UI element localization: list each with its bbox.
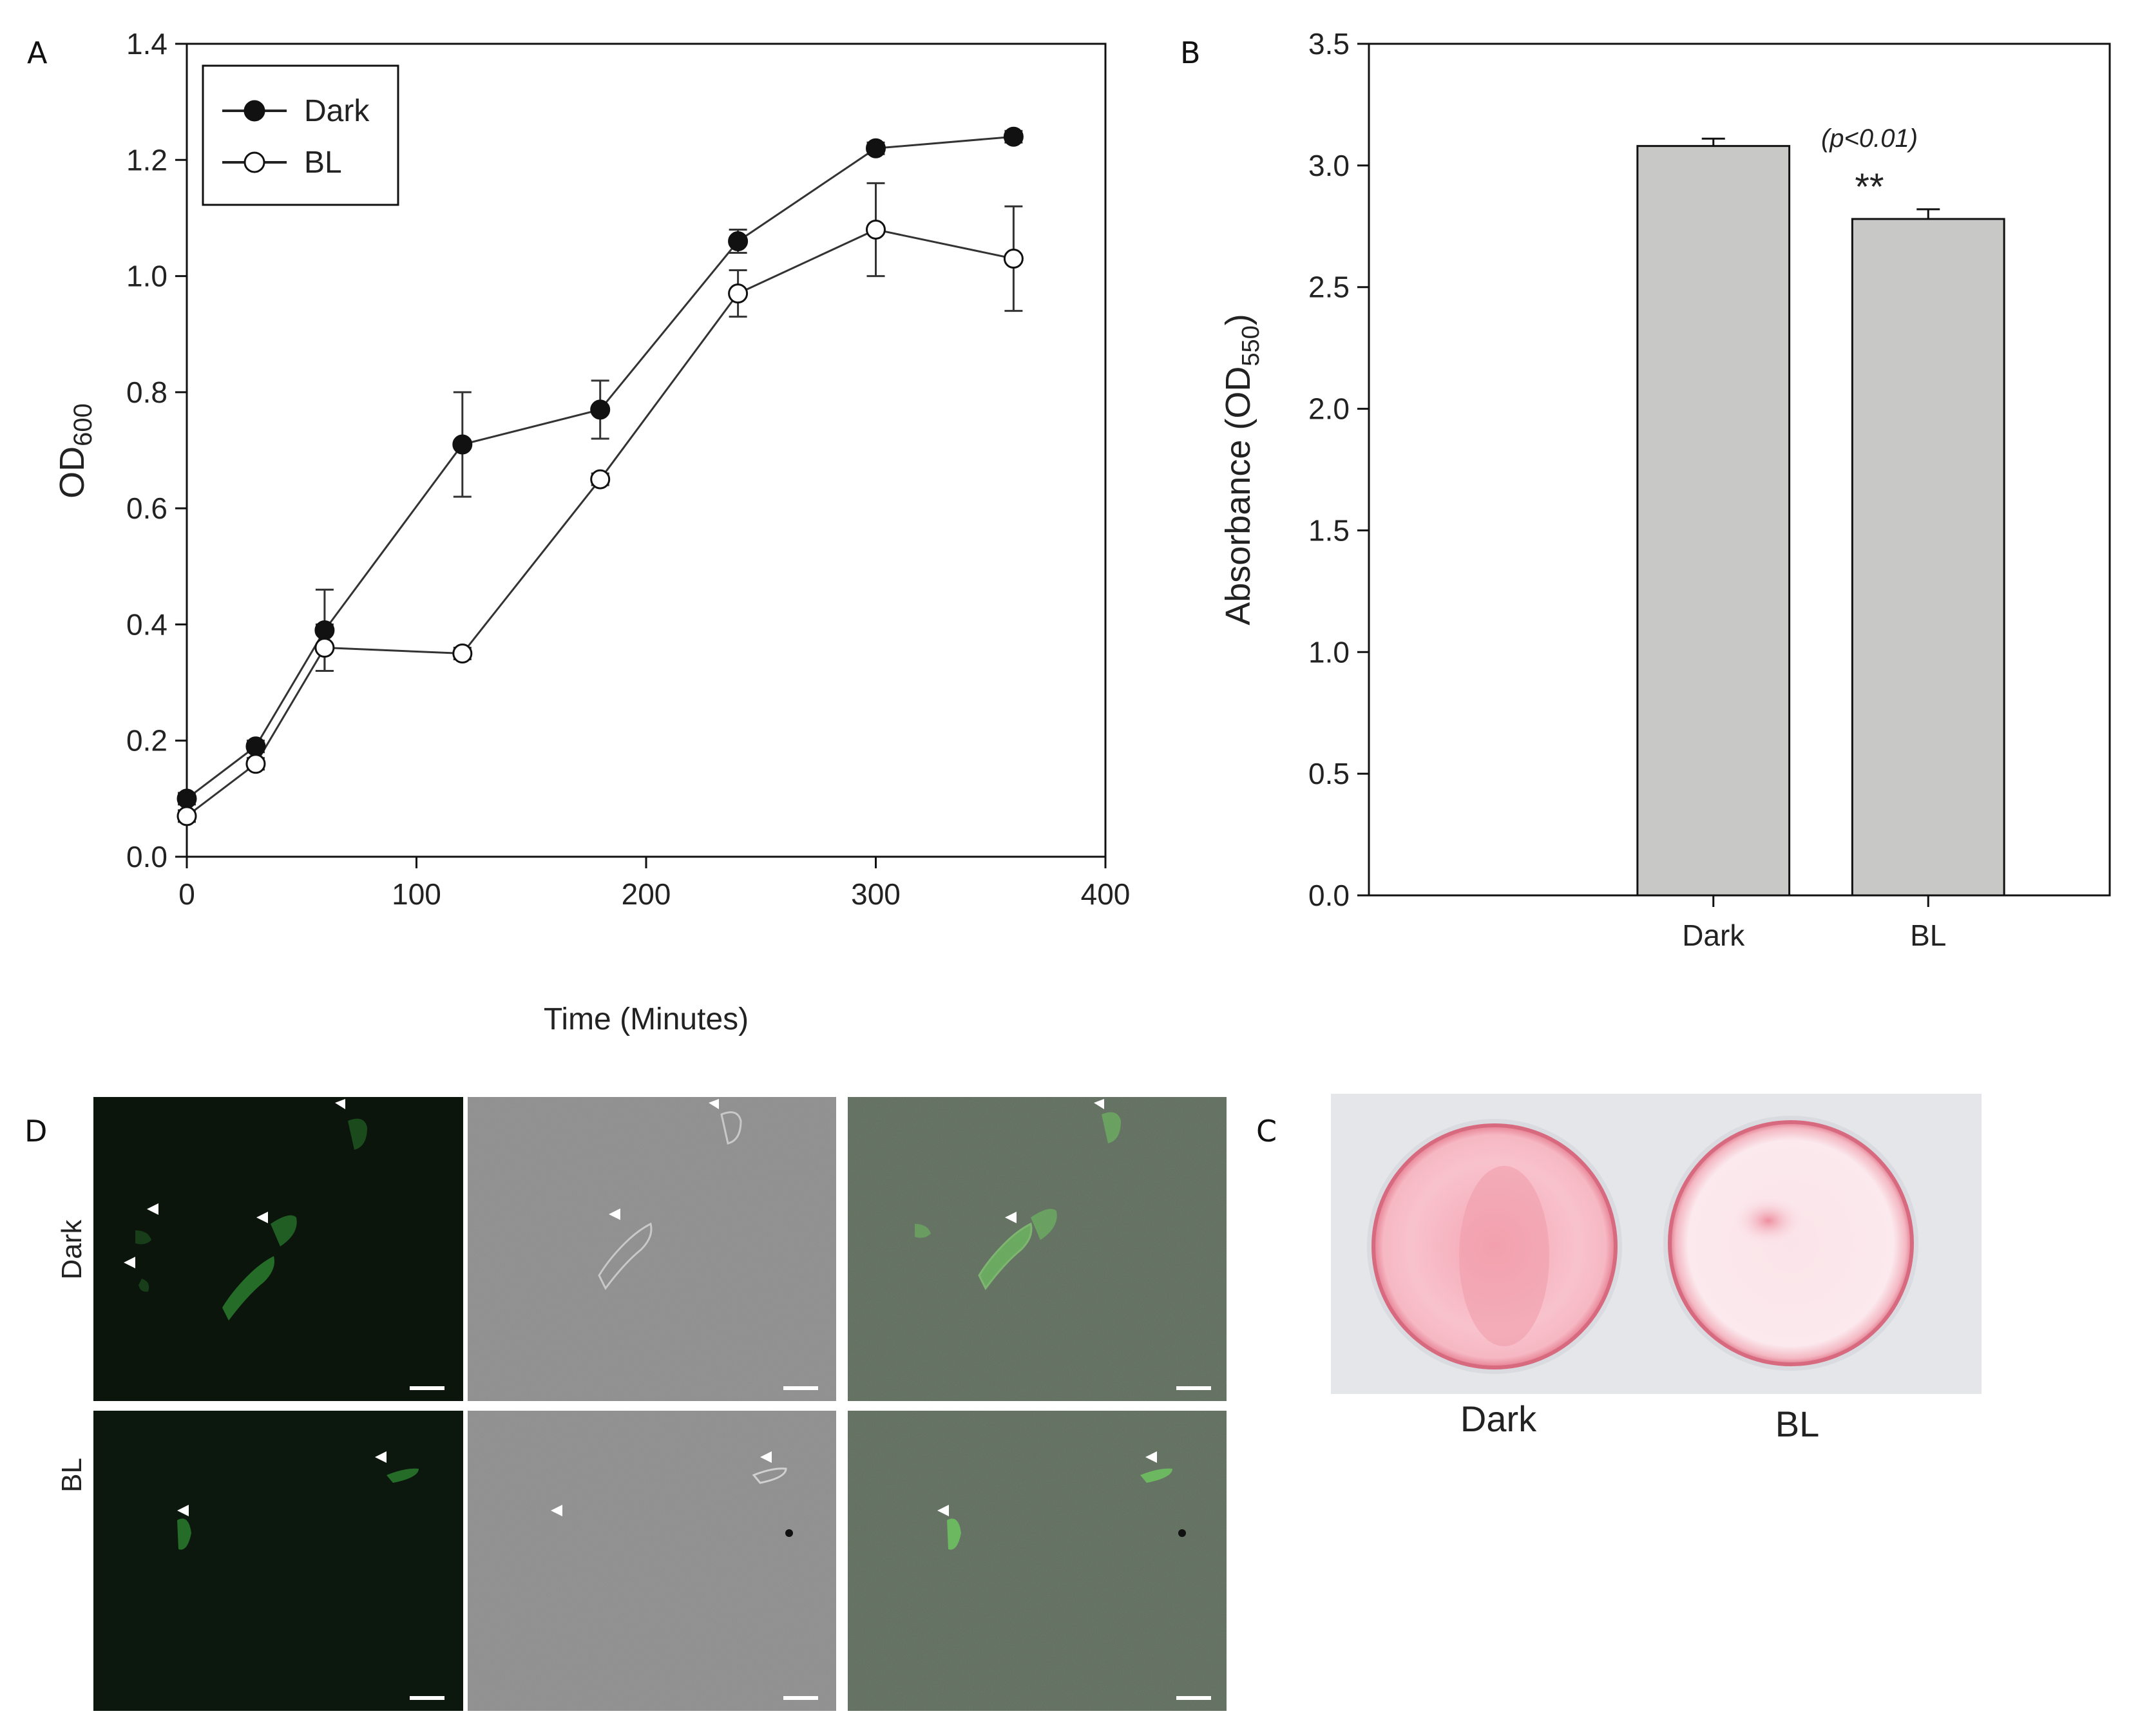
bar-bl: [1851, 218, 2005, 897]
row-label-dark: Dark: [56, 1219, 88, 1280]
point-dark: [728, 231, 749, 251]
point-dark: [1003, 126, 1024, 147]
point-bl: [590, 469, 611, 490]
point-bl: [245, 754, 266, 774]
point-dark: [314, 620, 335, 640]
micrograph-bl-dic: [468, 1411, 836, 1711]
x-tick-label-a: 100: [392, 877, 441, 911]
y-tick-label-a: 0.0: [126, 840, 167, 873]
y-tick-label-a: 1.4: [126, 27, 167, 61]
y-tick-label-b: 1.0: [1308, 635, 1350, 669]
point-dark: [452, 434, 473, 455]
micrograph-dark-fluorescence: [93, 1097, 463, 1401]
point-bl: [177, 806, 197, 826]
y-tick-label-b: 0.5: [1308, 757, 1350, 790]
point-dark: [177, 788, 197, 809]
series-line-dark: [186, 135, 1014, 800]
dish-label-bl: BL: [1775, 1404, 1820, 1444]
bar-dark: [1636, 145, 1791, 897]
x-tick-label-a: 400: [1081, 877, 1131, 911]
x-tick-label-a: 300: [851, 877, 901, 911]
x-tick-label-dark: Dark: [1682, 919, 1745, 952]
significance-stars: **: [1855, 166, 1884, 208]
x-axis-label-a: Time (Minutes): [544, 1002, 749, 1036]
petri-dish-bl: [1663, 1116, 1918, 1371]
y-tick-label-b: 0.0: [1308, 879, 1350, 912]
y-tick-label-a: 1.2: [126, 143, 167, 176]
legend-label-bl: BL: [304, 146, 342, 180]
micrograph-dark-dic: [468, 1097, 836, 1401]
panel-a-line-chart: 0.0 0.2 0.4 0.6 0.8 1.0 1.2 1.4 0 100 200 300 400 T…: [53, 27, 1130, 1036]
panel-label-c: C: [1256, 1114, 1277, 1149]
y-tick-label-b: 2.0: [1308, 392, 1350, 426]
legend-a: Dark BL: [202, 64, 399, 206]
x-tick-label-a: 200: [622, 877, 671, 911]
micrograph-dark-merge: [848, 1097, 1227, 1401]
legend-marker-dark: [244, 100, 265, 122]
panel-label-b: B: [1180, 35, 1201, 70]
y-tick-label-a: 0.6: [126, 491, 167, 525]
legend-marker-bl: [244, 151, 265, 173]
point-dark: [866, 138, 886, 158]
series-line-bl: [186, 228, 1014, 817]
x-tick-label-bl: BL: [1910, 919, 1946, 952]
y-tick-label-a: 0.4: [126, 607, 167, 641]
point-bl: [728, 283, 749, 304]
micrograph-bl-fluorescence: [93, 1411, 463, 1711]
p-value-annotation: (p<0.01): [1821, 124, 1918, 153]
panel-c-petri-dishes: Dark BL: [1331, 1094, 1982, 1444]
y-tick-label-a: 1.0: [126, 260, 167, 293]
y-tick-label-b: 3.5: [1308, 27, 1350, 61]
row-label-bl: BL: [56, 1458, 88, 1493]
point-dark: [245, 736, 266, 757]
panel-label-d: D: [24, 1114, 47, 1149]
legend-frame: [202, 64, 399, 206]
y-tick-label-b: 3.0: [1308, 149, 1350, 182]
y-tick-label-a: 0.8: [126, 376, 167, 409]
y-tick-label-b: 1.5: [1308, 513, 1350, 547]
y-axis-label-a: OD600: [53, 403, 97, 499]
y-tick-label-a: 0.2: [126, 724, 167, 758]
dish-label-dark: Dark: [1460, 1398, 1537, 1439]
point-bl: [452, 644, 473, 663]
legend-label-dark: Dark: [304, 94, 370, 128]
x-tick-label-a: 0: [178, 877, 195, 911]
panel-label-a: A: [27, 35, 48, 70]
point-bl: [866, 219, 886, 240]
panel-d-microscopy: Dark BL: [56, 1097, 1227, 1711]
petri-dish-dark: [1367, 1119, 1622, 1374]
y-tick-label-b: 2.5: [1308, 271, 1350, 304]
y-axis-label-b: Absorbance (OD550): [1219, 314, 1265, 625]
point-bl: [1003, 249, 1024, 269]
micrograph-bl-merge: [848, 1411, 1227, 1711]
point-bl: [314, 637, 335, 658]
panel-b-bar-chart: 0.0 0.5 1.0 1.5 2.0 2.5 3.0 3.5 Dark BL Absorban…: [1219, 27, 2111, 952]
point-dark: [590, 399, 611, 420]
